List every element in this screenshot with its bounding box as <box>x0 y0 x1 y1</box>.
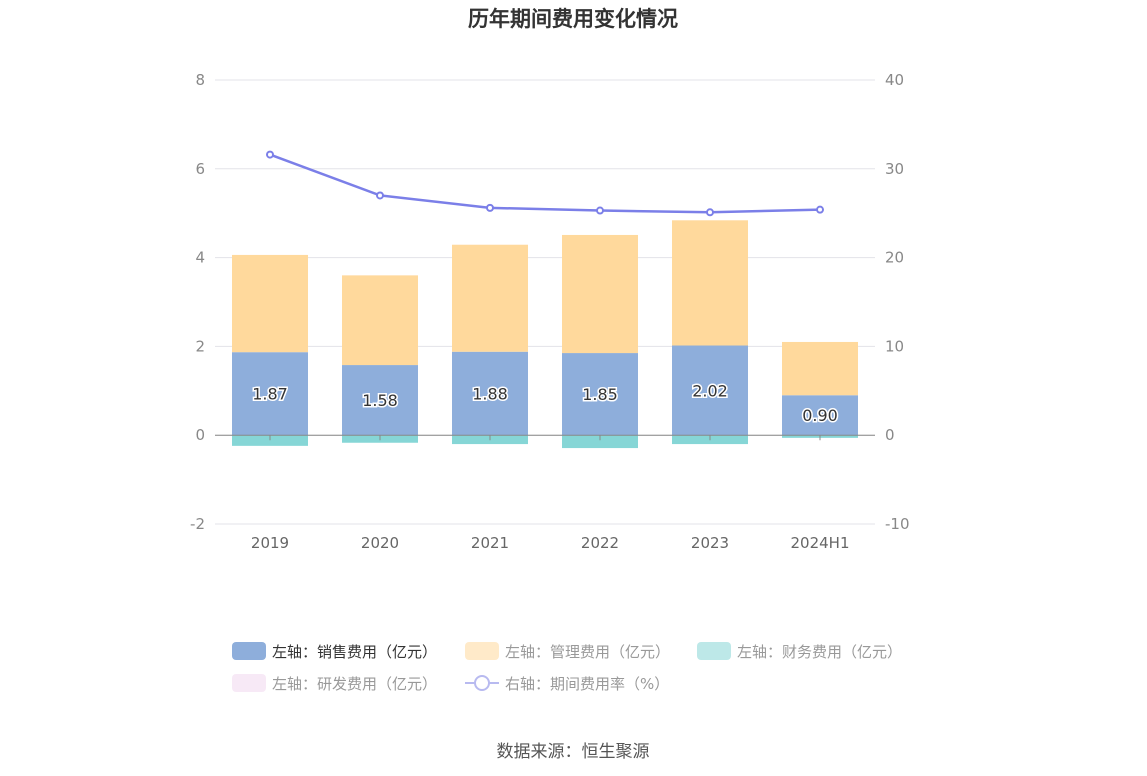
right-tick-label: 40 <box>885 71 904 89</box>
ratio-point <box>266 150 274 159</box>
x-tick-label: 2023 <box>691 534 729 552</box>
bar-segment-2 <box>562 435 638 449</box>
legend-swatch <box>232 674 266 692</box>
right-tick-label: -10 <box>885 515 910 533</box>
ratio-point <box>816 205 824 214</box>
x-tick-label: 2024H1 <box>791 534 850 552</box>
bar-segment-0 <box>782 395 858 436</box>
ratio-point <box>376 191 384 200</box>
left-tick-label: -2 <box>190 515 205 533</box>
bar-segment-2 <box>232 435 308 446</box>
x-tick-label: 2021 <box>471 534 509 552</box>
left-axis-ticks: -2 0 2 4 6 8 <box>190 71 205 533</box>
bar-value-label: 0.90 <box>802 406 838 425</box>
bar-value-label: 2.02 <box>692 381 728 400</box>
data-source: 数据来源：恒生聚源 <box>497 742 650 762</box>
bar-value-label: 1.87 <box>252 385 288 404</box>
right-tick-label: 20 <box>885 249 904 267</box>
x-axis-ticks: 2019 2020 2021 2022 2023 2024H1 <box>251 435 850 552</box>
bars <box>232 220 858 449</box>
left-tick-label: 4 <box>195 249 205 267</box>
legend-label: 左轴：财务费用（亿元） <box>737 643 902 661</box>
ratio-point <box>706 208 714 217</box>
legend-label: 右轴：期间费用率（%） <box>505 675 669 693</box>
chart-title: 历年期间费用变化情况 <box>468 7 678 31</box>
legend-item-1[interactable]: 左轴：管理费用（亿元） <box>465 642 670 661</box>
left-tick-label: 8 <box>195 71 205 89</box>
x-tick-label: 2020 <box>361 534 399 552</box>
legend-swatch <box>232 642 266 660</box>
ratio-line <box>269 153 821 214</box>
ratio-point <box>486 203 494 212</box>
ratio-point <box>596 206 604 215</box>
legend-swatch <box>465 642 499 660</box>
bar-segment-1 <box>562 234 638 354</box>
x-tick-label: 2022 <box>581 534 619 552</box>
bar-data-labels: 1.87 1.58 1.88 1.85 2.02 0.90 <box>251 380 840 427</box>
right-tick-label: 10 <box>885 337 904 355</box>
bar-segment-0 <box>232 352 308 436</box>
legend-item-2[interactable]: 左轴：财务费用（亿元） <box>697 642 902 661</box>
ratio-line-series <box>266 150 824 217</box>
legend-label: 左轴：研发费用（亿元） <box>272 675 437 693</box>
legend-label: 左轴：销售费用（亿元） <box>272 643 437 661</box>
gridlines <box>215 79 875 525</box>
bar-value-label: 1.88 <box>472 384 508 403</box>
right-tick-label: 0 <box>885 426 895 444</box>
bar-value-label: 1.58 <box>362 391 398 410</box>
bar-segment-1 <box>452 244 528 352</box>
legend-item-4[interactable]: 右轴：期间费用率（%） <box>465 675 669 693</box>
legend-swatch <box>697 642 731 660</box>
legend[interactable]: 左轴：销售费用（亿元） 左轴：管理费用（亿元） 左轴：财务费用（亿元） 左轴：研发费用… <box>232 642 902 693</box>
right-axis-ticks: -10 0 10 20 30 40 <box>885 71 910 533</box>
bar-value-label: 1.85 <box>582 385 618 404</box>
bar-segment-0 <box>562 353 638 436</box>
bar-segment-0 <box>342 365 418 436</box>
left-tick-label: 0 <box>195 426 205 444</box>
legend-label: 左轴：管理费用（亿元） <box>505 643 670 661</box>
bar-segment-1 <box>232 254 308 353</box>
legend-item-0[interactable]: 左轴：销售费用（亿元） <box>232 642 437 661</box>
x-tick-label: 2019 <box>251 534 289 552</box>
legend-item-3[interactable]: 左轴：研发费用（亿元） <box>232 674 437 693</box>
right-tick-label: 30 <box>885 160 904 178</box>
legend-point-swatch <box>474 675 490 691</box>
bar-segment-0 <box>452 351 528 436</box>
bar-segment-1 <box>782 341 858 396</box>
left-tick-label: 2 <box>195 337 205 355</box>
bar-segment-1 <box>342 275 418 366</box>
left-tick-label: 6 <box>195 160 205 178</box>
bar-segment-1 <box>672 220 748 346</box>
bar-segment-0 <box>672 345 748 436</box>
